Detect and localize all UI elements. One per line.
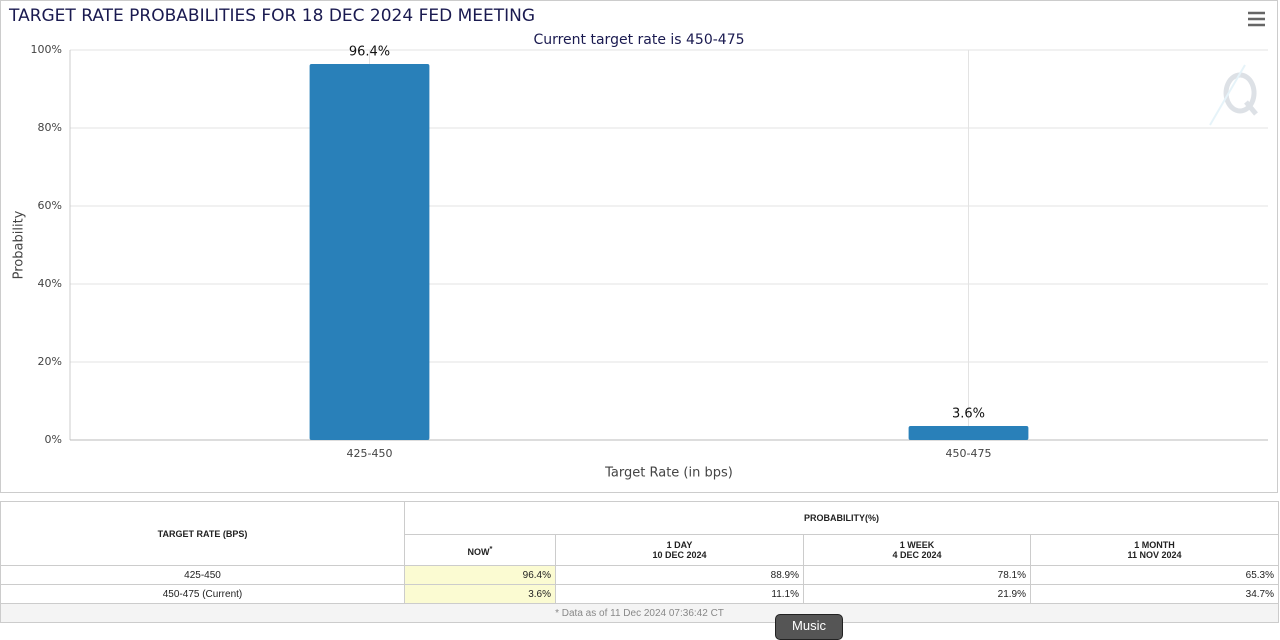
y-tick-label: 40%	[38, 277, 62, 290]
column-header: 1 MONTH 11 NOV 2024	[1030, 534, 1279, 566]
footnote: * Data as of 11 Dec 2024 07:36:42 CT	[0, 603, 1279, 623]
probability-cell: 65.3%	[1030, 565, 1279, 585]
column-date: 11 NOV 2024	[1127, 550, 1182, 560]
group-header: PROBABILITY(%)	[404, 501, 1279, 535]
probability-cell: 96.4%	[404, 565, 556, 585]
chart-frame	[0, 0, 1278, 493]
watermark-logo	[1209, 64, 1258, 126]
logo-streak	[1209, 64, 1246, 126]
column-date: 10 DEC 2024	[652, 550, 707, 560]
chart: TARGET RATE PROBABILITIES FOR 18 DEC 202…	[0, 0, 1278, 493]
probability-cell: 11.1%	[555, 584, 804, 604]
probability-cell: 21.9%	[803, 584, 1031, 604]
chart-subtitle: Current target rate is 450-475	[533, 32, 744, 48]
x-tick-label: 425-450	[347, 447, 393, 460]
column-label: 1 DAY	[666, 540, 693, 550]
table-row: 450-475 (Current) 3.6% 11.1% 21.9% 34.7%	[0, 584, 1279, 604]
column-label: NOW	[467, 546, 490, 557]
column-header: NOW*	[404, 534, 556, 566]
logo-shape	[1223, 72, 1258, 116]
y-tick-label: 100%	[31, 43, 62, 56]
target-cell: 450-475 (Current)	[0, 584, 405, 604]
probability-cell: 78.1%	[803, 565, 1031, 585]
column-note: *	[489, 543, 493, 553]
y-tick-label: 60%	[38, 199, 62, 212]
y-tick-label: 80%	[38, 121, 62, 134]
bar	[309, 64, 430, 440]
column-label: 1 WEEK	[899, 540, 935, 550]
x-axis-label: Target Rate (in bps)	[604, 466, 733, 481]
probability-cell: 88.9%	[555, 565, 804, 585]
y-tick-label: 20%	[38, 355, 62, 368]
y-tick-label: 0%	[45, 433, 62, 446]
column-label: 1 MONTH	[1134, 540, 1175, 550]
target-cell: 425-450	[0, 565, 405, 585]
menu-icon[interactable]	[1248, 11, 1265, 27]
bar	[908, 425, 1029, 440]
value-label: 96.4%	[349, 45, 390, 60]
x-tick-label: 450-475	[946, 447, 992, 460]
value-label: 3.6%	[952, 406, 985, 421]
column-header: 1 DAY 10 DEC 2024	[555, 534, 804, 566]
column-date: 4 DEC 2024	[892, 550, 942, 560]
music-button[interactable]: Music	[775, 614, 843, 640]
row-header: TARGET RATE (BPS)	[0, 501, 405, 566]
column-header: 1 WEEK 4 DEC 2024	[803, 534, 1031, 566]
probability-table: TARGET RATE (BPS) PROBABILITY(%) NOW* 1 D…	[0, 501, 1279, 623]
chart-title: TARGET RATE PROBABILITIES FOR 18 DEC 202…	[8, 6, 535, 26]
probability-cell: 3.6%	[404, 584, 556, 604]
y-axis-label: Probability	[12, 210, 27, 279]
probability-cell: 34.7%	[1030, 584, 1279, 604]
table-row: 425-450 96.4% 88.9% 78.1% 65.3%	[0, 565, 1279, 585]
